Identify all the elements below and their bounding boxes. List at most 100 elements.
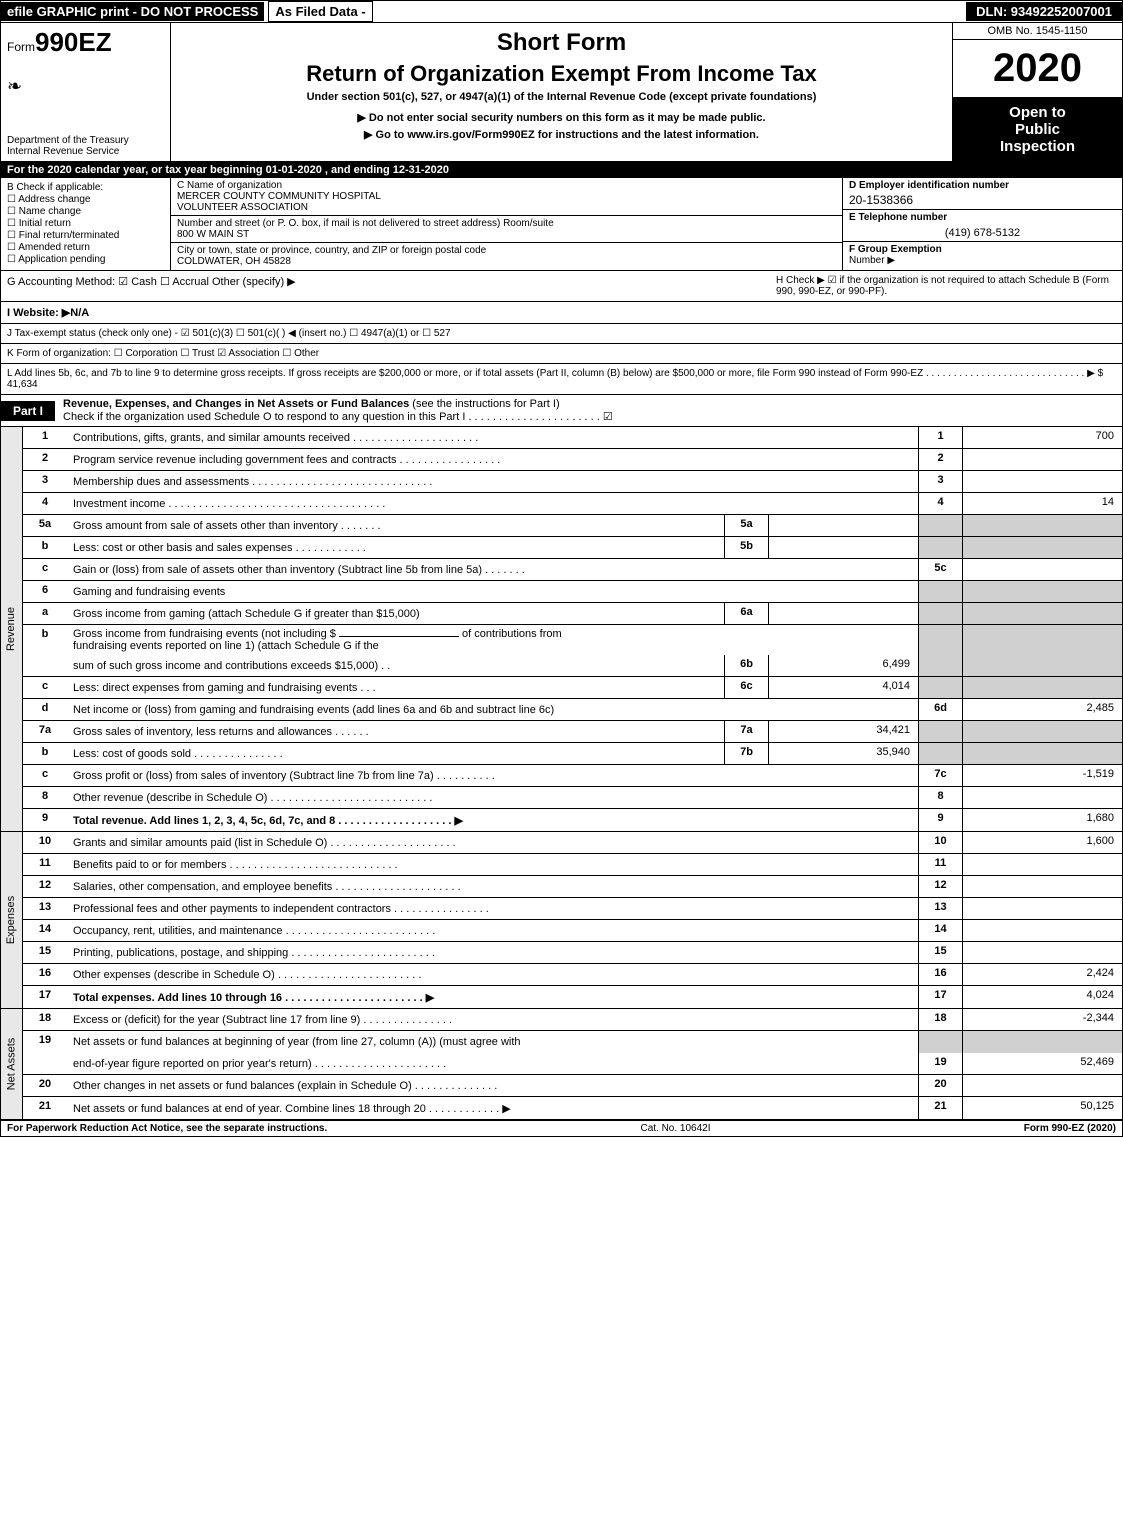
open-line3: Inspection — [957, 138, 1118, 155]
ln19-rv-shade — [962, 1031, 1122, 1053]
city-label: City or town, state or province, country… — [177, 245, 836, 256]
ln14-rv — [962, 920, 1122, 941]
line-6c: c Less: direct expenses from gaming and … — [23, 677, 1122, 699]
ln3-desc: Membership dues and assessments . . . . … — [67, 471, 918, 492]
ln6b-d2b: fundraising events reported on line 1) (… — [73, 640, 379, 652]
ln6d-desc: Net income or (loss) from gaming and fun… — [67, 699, 918, 720]
ln19-num2 — [23, 1053, 67, 1074]
ln1-rv: 700 — [962, 427, 1122, 448]
line-13: 13 Professional fees and other payments … — [23, 898, 1122, 920]
ln7b-rv-shade — [962, 743, 1122, 764]
chk-name-change[interactable]: ☐ Name change — [7, 206, 164, 217]
ln6b-rn-shade1 — [918, 625, 962, 655]
line-4: 4 Investment income . . . . . . . . . . … — [23, 493, 1122, 515]
ln7a-num: 7a — [23, 721, 67, 742]
line-2: 2 Program service revenue including gove… — [23, 449, 1122, 471]
dln-label: DLN: 93492252007001 — [966, 2, 1122, 21]
tax-year: 2020 — [953, 40, 1122, 98]
ln6b-blank — [339, 636, 459, 637]
bullet-ssn: ▶ Do not enter social security numbers o… — [175, 111, 948, 124]
ln6-num: 6 — [23, 581, 67, 602]
ln15-rn: 15 — [918, 942, 962, 963]
ln6c-mv: 4,014 — [768, 677, 918, 698]
ln7c-desc: Gross profit or (loss) from sales of inv… — [67, 765, 918, 786]
ln2-rn: 2 — [918, 449, 962, 470]
ln16-num: 16 — [23, 964, 67, 985]
ln15-rv — [962, 942, 1122, 963]
line-21: 21 Net assets or fund balances at end of… — [23, 1097, 1122, 1119]
ln7a-desc: Gross sales of inventory, less returns a… — [67, 721, 724, 742]
ln12-num: 12 — [23, 876, 67, 897]
ln3-rn: 3 — [918, 471, 962, 492]
line-3: 3 Membership dues and assessments . . . … — [23, 471, 1122, 493]
open-line2: Public — [957, 121, 1118, 138]
ln6c-num: c — [23, 677, 67, 698]
line-19b: end-of-year figure reported on prior yea… — [23, 1053, 1122, 1075]
line-8: 8 Other revenue (describe in Schedule O)… — [23, 787, 1122, 809]
chk-amended-return[interactable]: ☐ Amended return — [7, 242, 164, 253]
ln3-num: 3 — [23, 471, 67, 492]
line-5c: c Gain or (loss) from sale of assets oth… — [23, 559, 1122, 581]
ln6b-rv-shade1 — [962, 625, 1122, 655]
ln6b-d3: sum of such gross income and contributio… — [67, 655, 724, 676]
top-bar: efile GRAPHIC print - DO NOT PROCESS As … — [1, 1, 1122, 23]
efile-label: efile GRAPHIC print - DO NOT PROCESS — [1, 2, 264, 21]
E-label: E Telephone number — [849, 212, 1116, 223]
ln6-rv-shade — [962, 581, 1122, 602]
chk-application-pending[interactable]: ☐ Application pending — [7, 254, 164, 265]
addr-cell: Number and street (or P. O. box, if mail… — [171, 216, 842, 243]
section-L: L Add lines 5b, 6c, and 7b to line 9 to … — [1, 364, 1122, 395]
ln6c-rv-shade — [962, 677, 1122, 698]
city-val: COLDWATER, OH 45828 — [177, 256, 836, 267]
line-18: 18 Excess or (deficit) for the year (Sub… — [23, 1009, 1122, 1031]
ln17-num: 17 — [23, 986, 67, 1008]
ln6a-desc: Gross income from gaming (attach Schedul… — [67, 603, 724, 624]
B-checkboxes: B Check if applicable: ☐ Address change … — [1, 178, 171, 270]
addr-val: 800 W MAIN ST — [177, 229, 836, 240]
section-B: B Check if applicable: ☐ Address change … — [1, 178, 1122, 271]
ln6b-mv: 6,499 — [768, 655, 918, 676]
form-prefix: Form — [7, 40, 35, 54]
ln5a-rn-shade — [918, 515, 962, 536]
ln13-rv — [962, 898, 1122, 919]
ln21-desc: Net assets or fund balances at end of ye… — [67, 1097, 918, 1119]
ln8-desc: Other revenue (describe in Schedule O) .… — [67, 787, 918, 808]
ln8-rn: 8 — [918, 787, 962, 808]
line-6d: d Net income or (loss) from gaming and f… — [23, 699, 1122, 721]
line-20: 20 Other changes in net assets or fund b… — [23, 1075, 1122, 1097]
dept-line2: Internal Revenue Service — [7, 146, 164, 157]
chk-address-change[interactable]: ☐ Address change — [7, 194, 164, 205]
ln7b-mn: 7b — [724, 743, 768, 764]
ln6c-desc: Less: direct expenses from gaming and fu… — [67, 677, 724, 698]
line-5a: 5a Gross amount from sale of assets othe… — [23, 515, 1122, 537]
ln17-rv: 4,024 — [962, 986, 1122, 1008]
part1-label: Part I — [1, 401, 55, 421]
ln7a-rn-shade — [918, 721, 962, 742]
ln5c-rn: 5c — [918, 559, 962, 580]
line-11: 11 Benefits paid to or for members . . .… — [23, 854, 1122, 876]
part1-check-line: Check if the organization used Schedule … — [63, 411, 613, 423]
ln20-rv — [962, 1075, 1122, 1096]
line-6b-part1: b Gross income from fundraising events (… — [23, 625, 1122, 655]
ln6-desc: Gaming and fundraising events — [67, 581, 918, 602]
chk-initial-return[interactable]: ☐ Initial return — [7, 218, 164, 229]
form-number: Form990EZ — [7, 27, 164, 58]
revenue-side-label: Revenue — [1, 427, 23, 831]
ln14-num: 14 — [23, 920, 67, 941]
ln7b-num: b — [23, 743, 67, 764]
ln7b-desc: Less: cost of goods sold . . . . . . . .… — [67, 743, 724, 764]
form-header: Form990EZ ❧ Department of the Treasury I… — [1, 23, 1122, 162]
ln13-desc: Professional fees and other payments to … — [67, 898, 918, 919]
ln7a-mn: 7a — [724, 721, 768, 742]
ln5b-mv — [768, 537, 918, 558]
chk-final-return[interactable]: ☐ Final return/terminated — [7, 230, 164, 241]
ln18-num: 18 — [23, 1009, 67, 1030]
ln19-rn-shade — [918, 1031, 962, 1053]
ln6a-mn: 6a — [724, 603, 768, 624]
netassets-lines: 18 Excess or (deficit) for the year (Sub… — [23, 1009, 1122, 1119]
footer: For Paperwork Reduction Act Notice, see … — [1, 1121, 1122, 1136]
B-right: D Employer identification number 20-1538… — [842, 178, 1122, 270]
ln6c-mn: 6c — [724, 677, 768, 698]
form-num-big: 990EZ — [35, 27, 112, 57]
ln19-rn: 19 — [918, 1053, 962, 1074]
